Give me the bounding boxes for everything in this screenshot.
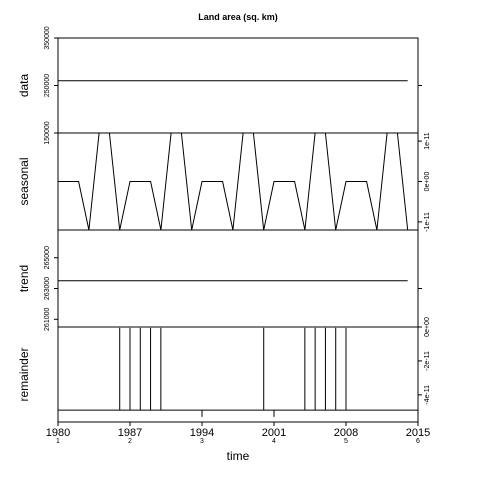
left-tick-label-data-2: 350000 — [44, 26, 51, 49]
x-tick-label-3: 2001 — [262, 427, 286, 439]
series-line-seasonal — [58, 132, 409, 231]
chart-title: Land area (sq. km) — [198, 12, 278, 22]
panel-frame-remainder — [57, 326, 419, 423]
left-tick-label-trend-0: 261000 — [44, 308, 51, 331]
x-minor-label-1: 2 — [128, 438, 132, 445]
panel-seasonal: seasonal 1e-11 0e+00 -1e-11 — [17, 132, 431, 231]
x-tick-label-1: 1987 — [118, 427, 142, 439]
left-tick-label-data-1: 250000 — [44, 74, 51, 97]
right-tick-label-seasonal-0: 1e-11 — [424, 132, 431, 149]
x-tick-label-0: 1980 — [46, 427, 70, 439]
left-tick-label-trend-2: 265000 — [44, 246, 51, 269]
x-minor-label-4: 5 — [344, 438, 348, 445]
panels-group: data 150000 250000 350000 seasonal 1e-11 0e+00… — [17, 26, 431, 423]
x-axis-label: time — [227, 449, 250, 463]
panel-frame-trend — [57, 229, 419, 328]
x-minor-label-5: 6 — [416, 438, 420, 445]
x-tick-label-5: 2015 — [406, 427, 430, 439]
right-tick-label-remainder-1: -2e-11 — [424, 351, 431, 371]
right-tick-label-remainder-0: 0e+00 — [424, 317, 431, 337]
x-tick-label-2: 1994 — [190, 427, 214, 439]
right-tick-label-remainder-2: -4e-11 — [424, 385, 431, 405]
y-axis-label-data: data — [17, 73, 31, 97]
y-axis-label-seasonal: seasonal — [17, 157, 31, 205]
panel-trend: trend 261000 263000 265000 — [17, 229, 422, 331]
left-tick-label-trend-1: 263000 — [44, 277, 51, 300]
y-axis-label-remainder: remainder — [17, 347, 31, 401]
right-tick-label-seasonal-2: -1e-11 — [424, 212, 431, 232]
x-minor-label-3: 4 — [272, 438, 276, 445]
x-tick-label-4: 2008 — [334, 427, 358, 439]
left-tick-label-data-0: 150000 — [44, 121, 51, 144]
panel-data: data 150000 250000 350000 — [17, 26, 422, 145]
x-minor-label-0: 1 — [56, 438, 60, 445]
x-minor-label-2: 3 — [200, 438, 204, 445]
panel-remainder: remainder 0e+00 -2e-11 -4e-11 — [17, 317, 431, 423]
y-axis-label-trend: trend — [17, 265, 31, 292]
panel-frame-data — [57, 37, 419, 134]
right-tick-label-seasonal-1: 0e+00 — [424, 172, 431, 192]
